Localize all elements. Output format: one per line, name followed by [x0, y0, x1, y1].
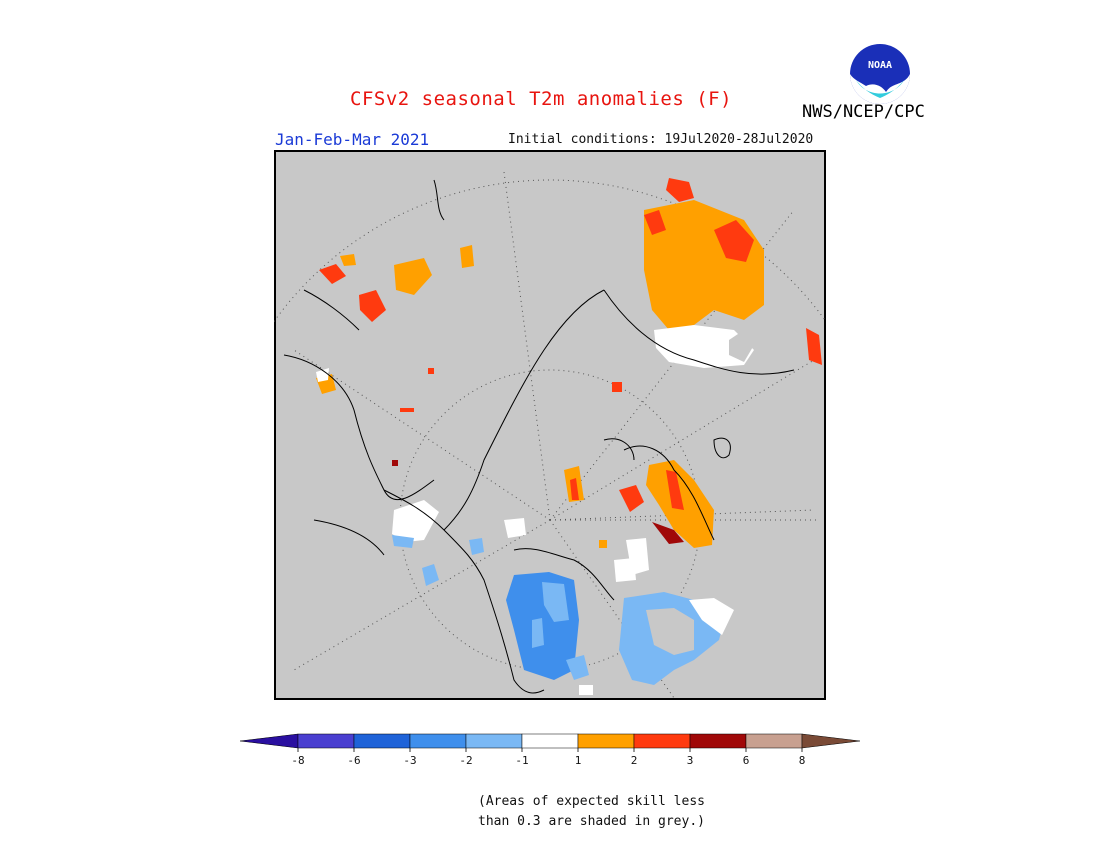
season-label: Jan-Feb-Mar 2021	[275, 130, 430, 149]
legend-color-box	[465, 733, 523, 749]
legend-color-box	[633, 733, 691, 749]
legend-tick-label: 2	[631, 754, 638, 767]
legend-tick-label: -2	[459, 754, 472, 767]
legend-tick-label: 6	[743, 754, 750, 767]
legend-color-box	[521, 733, 579, 749]
org-label: NWS/NCEP/CPC	[802, 102, 925, 122]
anomaly-north-america-cool	[506, 572, 593, 695]
skill-note: (Areas of expected skill less than 0.3 a…	[478, 792, 705, 832]
legend-color-box	[577, 733, 635, 749]
legend-arrow-high	[801, 733, 861, 749]
legend-color-box	[409, 733, 467, 749]
legend-tick-label: 8	[799, 754, 806, 767]
anomaly-europe-warm	[564, 382, 714, 575]
skill-note-line-2: than 0.3 are shaded in grey.)	[478, 814, 705, 829]
legend-color-box	[297, 733, 355, 749]
legend-tick-label: 3	[687, 754, 694, 767]
color-legend: -8 -6 -3 -2 -1 1 2 3 6 8	[239, 733, 861, 767]
anomaly-atlantic-cool	[619, 592, 734, 685]
legend-arrow-low	[239, 733, 299, 749]
noaa-logo: NOAA	[850, 44, 910, 104]
anomaly-pacific-cool	[392, 500, 636, 586]
anomaly-top-left-warm	[316, 245, 474, 466]
legend-tick-label: -1	[515, 754, 528, 767]
legend-tick-label: -3	[403, 754, 416, 767]
legend-color-box	[689, 733, 747, 749]
logo-text: NOAA	[868, 60, 892, 71]
legend-color-box	[745, 733, 803, 749]
legend-tick-label: -8	[291, 754, 304, 767]
initial-conditions-label: Initial conditions: 19Jul2020-28Jul2020	[508, 132, 814, 147]
legend-tick-label: 1	[575, 754, 582, 767]
anomaly-eurasia-warm	[644, 178, 822, 368]
legend-tick-label: -6	[347, 754, 360, 767]
polar-map	[274, 150, 826, 700]
legend-color-box	[353, 733, 411, 749]
coastlines	[283, 179, 795, 694]
chart-title: CFSv2 seasonal T2m anomalies (F)	[350, 88, 733, 110]
skill-note-line-1: (Areas of expected skill less	[478, 794, 705, 809]
